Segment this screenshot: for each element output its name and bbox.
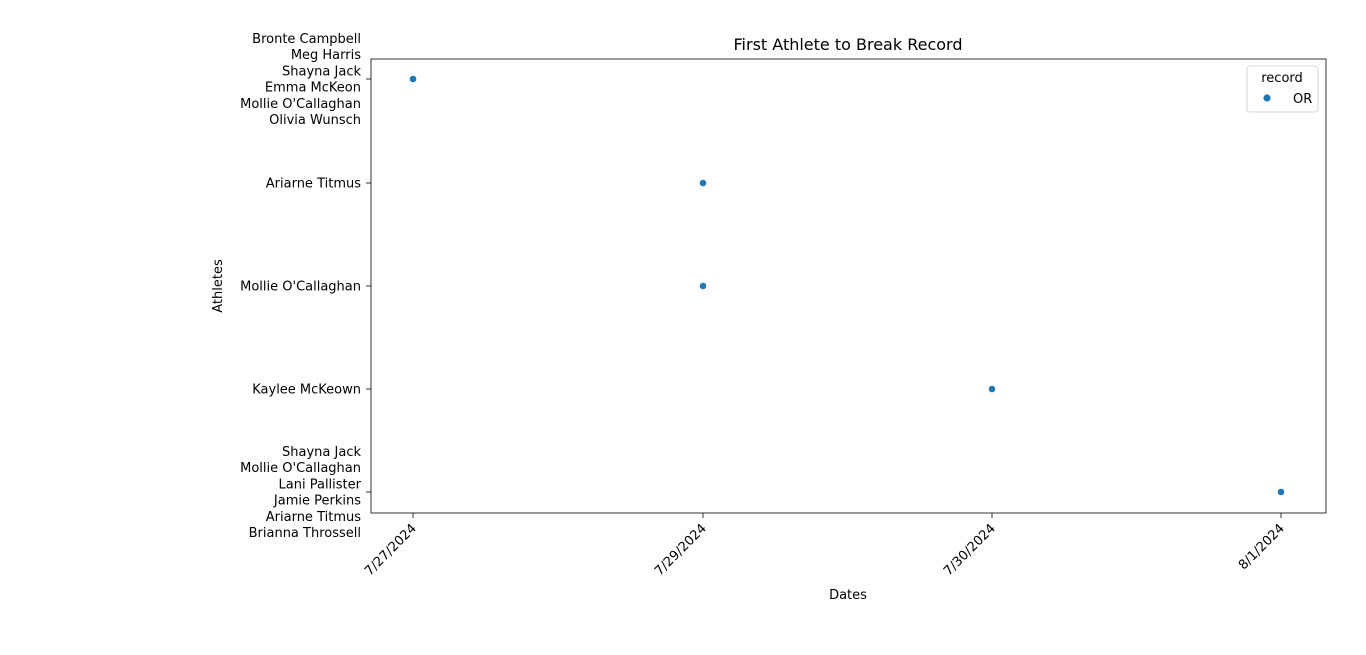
x-tick-label: 7/27/2024 — [362, 521, 420, 579]
legend-title: record — [1261, 71, 1303, 86]
plot-area: 7/27/2024 7/29/2024 7/30/2024 8/1/2024 Bront… — [240, 32, 1327, 579]
y-tick-label: Mollie O'Callaghan — [240, 280, 361, 295]
legend-marker — [1263, 94, 1271, 102]
data-point — [699, 282, 707, 290]
y-axis-label: Athletes — [211, 259, 226, 313]
y-tick-label: Kaylee McKeown — [252, 383, 361, 398]
plot-frame — [370, 58, 1327, 514]
y-tick-label: Bronte Campbell Meg Harris Shayna Jack Emma… — [240, 32, 361, 128]
x-axis-label: Dates — [829, 588, 867, 603]
chart-title: First Athlete to Break Record — [734, 35, 963, 54]
y-tick-label: Shayna Jack Mollie O'Callaghan Lani Pallis… — [240, 445, 362, 541]
data-point — [988, 385, 996, 393]
legend: record OR — [1246, 65, 1319, 113]
data-point — [1277, 488, 1285, 496]
data-point — [409, 75, 417, 83]
y-tick-label: Ariarne Titmus — [266, 177, 361, 192]
legend-entry: OR — [1293, 92, 1312, 107]
x-tick-label: 7/29/2024 — [652, 521, 710, 579]
x-tick-label: 7/30/2024 — [941, 521, 999, 579]
x-tick-label: 8/1/2024 — [1236, 521, 1288, 573]
data-point — [699, 179, 707, 187]
